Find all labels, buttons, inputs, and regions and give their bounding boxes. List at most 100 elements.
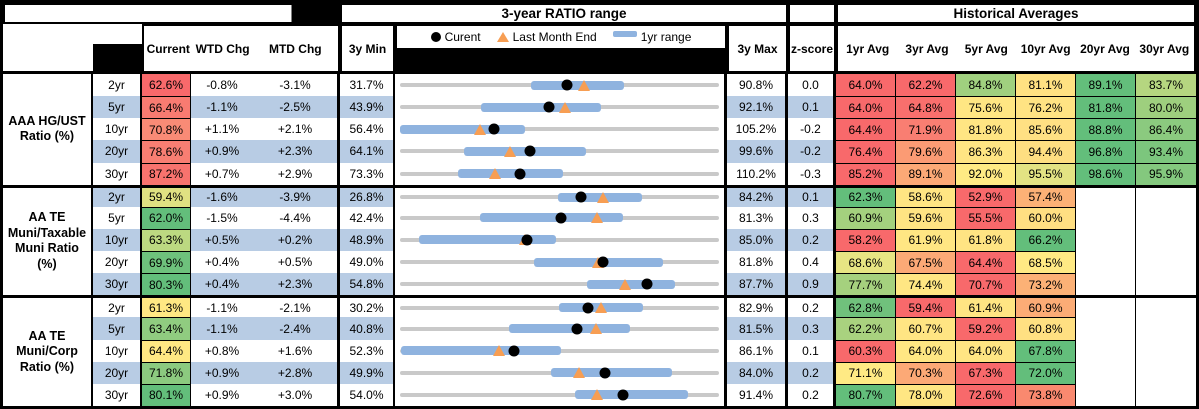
last-month-end-marker bbox=[596, 191, 609, 203]
2-avg-cell: 64.8% bbox=[896, 96, 956, 119]
current-dot bbox=[524, 145, 536, 157]
4-avg-cell: 73.2% bbox=[1016, 273, 1076, 296]
range-chart-area bbox=[400, 118, 719, 140]
last-month-end-marker bbox=[572, 367, 585, 379]
last-month-end-marker bbox=[577, 79, 590, 91]
last-month-end-marker bbox=[589, 323, 602, 335]
2-avg-cell: 78.0% bbox=[896, 383, 956, 406]
2-avg-cell: 67.5% bbox=[896, 251, 956, 274]
2-avg-cell: 59.4% bbox=[896, 295, 956, 318]
current-dot bbox=[641, 278, 653, 290]
mtd-chg-cell: -2.5% bbox=[253, 96, 340, 119]
current-column-header: Current bbox=[146, 41, 190, 56]
3y-min-cell: 42.4% bbox=[340, 206, 395, 229]
range-chart bbox=[395, 206, 727, 229]
empty-avg-cell bbox=[1136, 251, 1196, 273]
empty-avg-cell bbox=[1076, 295, 1136, 318]
wtd-chg-cell: -1.1% bbox=[191, 295, 253, 317]
wtd-chg-cell: +0.4% bbox=[191, 273, 253, 296]
range-chart bbox=[395, 273, 727, 296]
z-score-cell: 0.3 bbox=[788, 206, 836, 229]
wtd-chg-cell: +0.9% bbox=[191, 361, 253, 384]
range-section-title: 3-year RATIO range bbox=[340, 3, 788, 24]
3-avg-cell: 64.0% bbox=[956, 339, 1016, 362]
range-chart bbox=[395, 74, 727, 97]
3y-max-column-header: 3y Max bbox=[727, 24, 788, 74]
last-month-end-marker bbox=[590, 212, 603, 224]
range-track bbox=[400, 127, 719, 132]
current-value-cell: 78.6% bbox=[142, 140, 191, 163]
legend-last-month-end-item: Last Month End bbox=[496, 30, 597, 44]
mtd-chg-cell: +2.9% bbox=[253, 162, 340, 185]
range-chart-area bbox=[400, 207, 719, 229]
last-month-end-marker bbox=[618, 278, 631, 290]
tenor-label: 30yr bbox=[93, 273, 142, 296]
current-dot bbox=[597, 256, 609, 268]
one-year-range-bar bbox=[508, 324, 631, 334]
3y-max-cell: 86.1% bbox=[727, 339, 788, 362]
tenor-label: 20yr bbox=[93, 361, 142, 384]
mtd-chg-cell: +0.5% bbox=[253, 251, 340, 274]
range-track bbox=[400, 282, 719, 287]
3y-min-cell: 52.3% bbox=[340, 339, 395, 362]
z-score-cell: -0.3 bbox=[788, 162, 836, 185]
3y-max-cell: 85.0% bbox=[727, 228, 788, 252]
empty-avg-cell bbox=[1136, 207, 1196, 229]
4-avg-cell: 72.0% bbox=[1016, 361, 1076, 384]
2-avg-cell: 89.1% bbox=[896, 162, 956, 185]
4-avg-cell: 95.5% bbox=[1016, 162, 1076, 185]
range-chart-area bbox=[400, 251, 719, 273]
3y-min-cell: 49.0% bbox=[340, 251, 395, 274]
last-month-end-marker bbox=[591, 389, 603, 401]
current-dot bbox=[599, 367, 611, 379]
3-avg-cell: 64.4% bbox=[956, 251, 1016, 274]
1-avg-cell: 85.2% bbox=[836, 162, 896, 185]
range-chart bbox=[395, 361, 727, 384]
5-avg-cell: 88.8% bbox=[1076, 118, 1136, 141]
mtd-chg-cell: +2.8% bbox=[253, 361, 340, 384]
2-avg-cell: 58.6% bbox=[896, 184, 956, 207]
3-avg-cell: 81.8% bbox=[956, 118, 1016, 141]
tenor-label: 10yr bbox=[93, 228, 142, 252]
wtd-chg-cell: +0.9% bbox=[191, 140, 253, 163]
one-year-range-bar bbox=[480, 213, 624, 223]
tenor-label: 5yr bbox=[93, 206, 142, 229]
range-chart bbox=[395, 228, 727, 252]
one-year-range-bar bbox=[419, 235, 556, 245]
wtd-chg-cell: -1.6% bbox=[191, 184, 253, 207]
wtd-chg-cell: -1.1% bbox=[191, 96, 253, 119]
3-avg-cell: 84.8% bbox=[956, 74, 1016, 97]
empty-avg-cell bbox=[1076, 251, 1136, 274]
current-value-cell: 63.4% bbox=[142, 317, 191, 340]
current-dot bbox=[617, 389, 629, 401]
3-avg-cell: 75.6% bbox=[956, 96, 1016, 119]
legend-current-item: Curent bbox=[430, 30, 481, 44]
current-dot bbox=[543, 101, 555, 113]
range-chart-area bbox=[400, 163, 719, 185]
last-month-end-marker bbox=[489, 168, 502, 180]
2-avg-cell: 62.2% bbox=[896, 74, 956, 97]
1-avg-cell: 60.3% bbox=[836, 339, 896, 362]
3y-min-cell: 26.8% bbox=[340, 184, 395, 207]
1-avg-cell: 64.0% bbox=[836, 74, 896, 97]
3y-min-cell: 49.9% bbox=[340, 361, 395, 384]
empty-avg-cell bbox=[1136, 184, 1196, 207]
3y-min-cell: 31.7% bbox=[340, 74, 395, 97]
3y-max-cell: 99.6% bbox=[727, 140, 788, 163]
range-chart bbox=[395, 317, 727, 340]
tenor-label: 20yr bbox=[93, 140, 142, 163]
3y-max-cell: 81.8% bbox=[727, 251, 788, 274]
1-avg-cell: 71.1% bbox=[836, 361, 896, 384]
3y-min-cell: 43.9% bbox=[340, 96, 395, 119]
current-value-cell: 64.4% bbox=[142, 339, 191, 362]
current-value-cell: 59.4% bbox=[142, 184, 191, 207]
range-chart bbox=[395, 339, 727, 362]
3y-max-cell: 81.3% bbox=[727, 206, 788, 229]
current-dot bbox=[488, 123, 500, 135]
wtd-chg-cell: +0.4% bbox=[204, 255, 240, 270]
current-dot bbox=[521, 234, 533, 246]
mtd-chg-cell: +1.6% bbox=[253, 339, 340, 362]
tenor-label: 2yr bbox=[93, 74, 142, 97]
avg-col-header-1yr: 1yr Avg bbox=[846, 41, 890, 56]
z-score-cell: 0.2 bbox=[788, 228, 836, 252]
